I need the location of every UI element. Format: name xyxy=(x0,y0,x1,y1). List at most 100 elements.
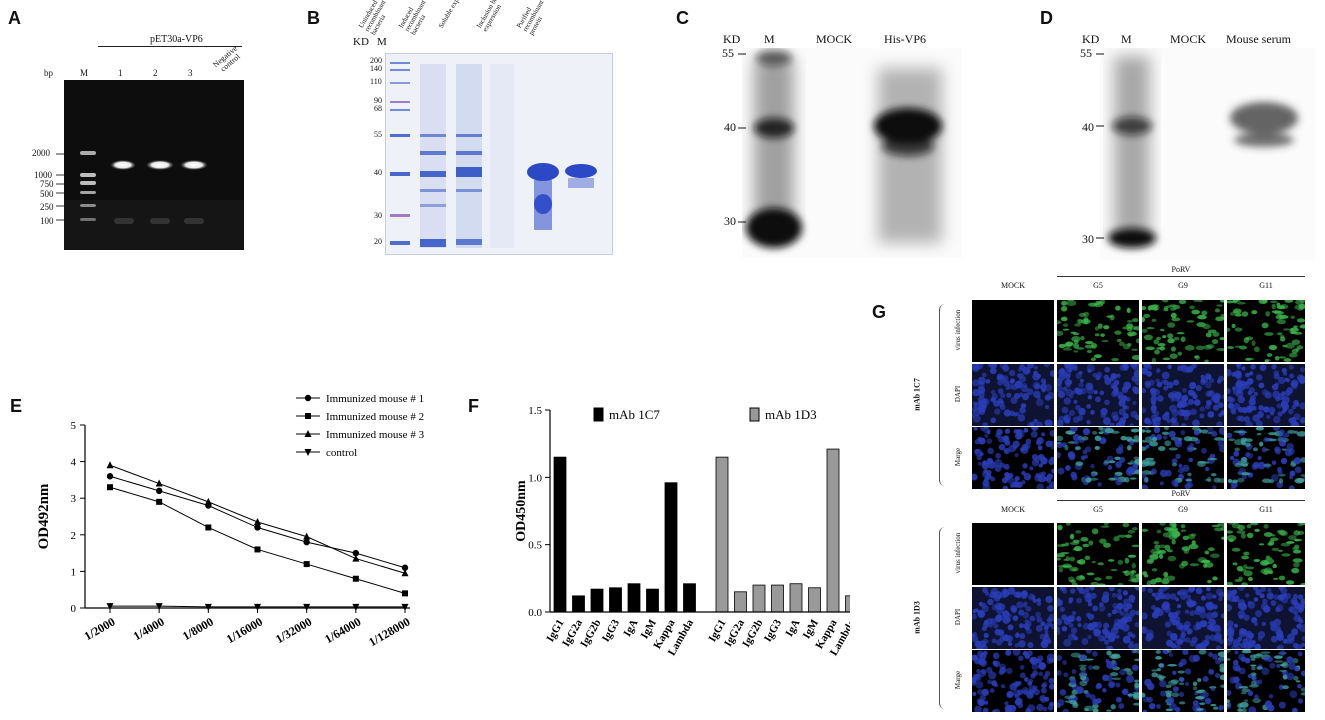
gfp-image xyxy=(1142,300,1224,362)
wb-d-unit: KD xyxy=(1082,32,1100,46)
series-1: Immunized mouse # 1 xyxy=(106,393,424,571)
wb-c-lane-hisvp6: His-VP6 xyxy=(884,32,927,46)
data-point xyxy=(254,603,261,611)
panel-label-c: C xyxy=(676,8,689,28)
x-tick-label: IgA xyxy=(783,617,802,638)
wb-d-membrane xyxy=(1100,48,1315,260)
marker-ladder xyxy=(80,151,96,221)
ifa-cell-marge-g9 xyxy=(1142,650,1224,712)
y-tick-label: 0 xyxy=(71,603,77,615)
poRV-header: PoRV xyxy=(1171,265,1191,274)
gfp-image xyxy=(1227,523,1305,585)
merge-image xyxy=(1142,650,1224,712)
poRV-bracket xyxy=(1057,500,1305,501)
bar xyxy=(609,587,622,613)
wb-c-marker-55: 55 xyxy=(722,46,734,60)
ifa-cell-dapi-g11 xyxy=(1227,363,1305,426)
sds-marker-55: 55 xyxy=(374,130,382,139)
data-point xyxy=(304,394,312,402)
wb-d-lane-mock: MOCK xyxy=(1170,32,1207,46)
row-brace xyxy=(939,304,946,486)
ifa-cell-marge-g11 xyxy=(1227,427,1305,489)
construct-bracket xyxy=(98,46,242,47)
bar xyxy=(627,583,641,613)
dapi-image xyxy=(972,586,1054,649)
wb-c-lane-m: M xyxy=(764,32,775,46)
y-tick-label: 0.5 xyxy=(528,540,542,552)
sds-lane-2 xyxy=(456,64,482,248)
series-3: Immunized mouse # 3 xyxy=(106,429,425,577)
ifa-cell-virus-infection-g11 xyxy=(1227,523,1305,585)
wb-c-marker-bands xyxy=(746,50,802,248)
bar xyxy=(826,448,840,613)
data-point xyxy=(352,575,359,582)
dapi-image xyxy=(972,363,1054,426)
column-header-g5: G5 xyxy=(1093,281,1103,290)
data-point xyxy=(155,603,163,611)
y-tick-label: 2 xyxy=(71,530,77,542)
sds-marker-40: 40 xyxy=(374,168,382,177)
column-header-g5: G5 xyxy=(1093,505,1103,514)
bar xyxy=(572,595,585,613)
x-tick-label: IgG3 xyxy=(600,617,623,644)
y-tick-label: 3 xyxy=(71,493,77,505)
lane-label-3: 3 xyxy=(188,68,193,78)
data-point xyxy=(254,524,261,531)
ifa-cell-dapi-mock xyxy=(972,363,1054,426)
wb-d-lane-serum: Mouse serum xyxy=(1226,32,1291,46)
column-header-mock: MOCK xyxy=(1000,505,1025,514)
data-point xyxy=(304,449,312,456)
dapi-image xyxy=(1142,586,1224,649)
construct-label: pET30a-VP6 xyxy=(150,34,203,45)
ifa-cell-virus-infection-g9 xyxy=(1142,300,1224,362)
ifa-cell-virus-infection-g5 xyxy=(1057,523,1139,585)
wb-d-target-band xyxy=(1230,102,1298,147)
ifa-cell-marge-g9 xyxy=(1142,427,1224,489)
data-point xyxy=(204,603,212,611)
sds-unit: KD xyxy=(353,36,369,48)
dapi-image xyxy=(1227,586,1305,649)
x-tick-label: IgG3 xyxy=(762,617,785,644)
bar xyxy=(715,456,729,613)
row-brace xyxy=(939,527,946,709)
wb-c-lane-mock: MOCK xyxy=(816,32,853,46)
column-header-g9: G9 xyxy=(1178,281,1188,290)
dapi-image xyxy=(1057,363,1139,426)
panel-label-d: D xyxy=(1040,8,1053,28)
wb-d-ticks xyxy=(1096,53,1104,239)
wb-c-target-band xyxy=(874,108,942,156)
merge-image xyxy=(1057,650,1139,712)
y-tick-label: 1.5 xyxy=(528,405,542,417)
x-tick-label: 1/32000 xyxy=(273,614,314,646)
ifa-cell-dapi-g9 xyxy=(1142,586,1224,649)
empty-image xyxy=(972,300,1054,362)
gfp-image xyxy=(1057,300,1139,362)
wb-c-marker-smear xyxy=(754,58,794,228)
column-header-g9: G9 xyxy=(1178,505,1188,514)
lane-label-1: 1 xyxy=(118,68,123,78)
data-point xyxy=(155,487,163,495)
x-tick-label: 1/128000 xyxy=(366,614,412,649)
series-4: control xyxy=(106,447,409,611)
wb-d-marker-smear xyxy=(1114,56,1150,236)
antibody-label: mAb 1C7 xyxy=(912,377,922,411)
wb-d-marker-55: 55 xyxy=(1080,46,1092,60)
bar xyxy=(553,456,567,613)
column-header-g11: G11 xyxy=(1259,505,1273,514)
x-tick-label: 1/64000 xyxy=(322,614,363,646)
wb-d-marker-40: 40 xyxy=(1082,120,1094,134)
pcr-bands xyxy=(110,160,208,224)
data-point xyxy=(254,546,261,553)
sds-marker-20: 20 xyxy=(374,237,382,246)
legend-label: control xyxy=(326,447,357,459)
wb-d-marker-30: 30 xyxy=(1082,232,1094,246)
marker-250: 250 xyxy=(40,202,54,212)
sds-lane-4 xyxy=(527,163,559,230)
ifa-cell-virus-infection-g11 xyxy=(1227,300,1305,362)
bar xyxy=(683,583,696,613)
dapi-image xyxy=(972,650,1054,712)
legend-label: mAb 1C7 xyxy=(609,407,660,422)
